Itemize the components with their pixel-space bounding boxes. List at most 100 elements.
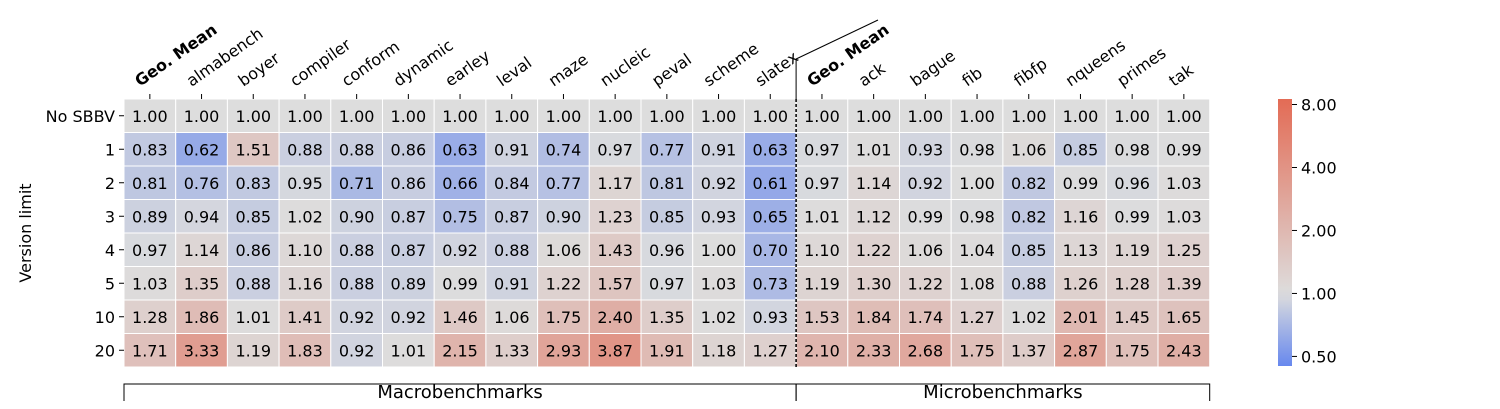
heatmap-cell (899, 299, 952, 334)
heatmap-cell (382, 333, 435, 368)
heatmap-cell (1002, 199, 1056, 234)
heatmap-cell (1002, 232, 1056, 267)
cell-value-label: 1.00 (1114, 107, 1150, 126)
cell-value-label: 1.00 (235, 107, 271, 126)
heatmap-cell (899, 98, 952, 133)
cell-value-label: 0.88 (287, 140, 323, 159)
cell-value-label: 1.00 (1166, 107, 1202, 126)
heatmap-cell (1054, 232, 1107, 267)
heatmap-cell (1157, 232, 1211, 267)
cell-value-label: 1.00 (287, 107, 323, 126)
cell-value-label: 1.14 (184, 241, 220, 260)
heatmap-cell (382, 165, 435, 200)
cell-value-label: 1.01 (235, 308, 271, 327)
heatmap-cell (123, 199, 177, 234)
cell-value-label: 1.35 (184, 274, 220, 293)
heatmap-cell (692, 299, 745, 334)
column-label: ack (855, 58, 889, 90)
cell-value-label: 0.91 (701, 140, 737, 159)
heatmap-cell (795, 165, 849, 200)
cell-value-label: 0.71 (339, 174, 375, 193)
heatmap-cell (485, 165, 539, 200)
cell-value-label: 1.91 (649, 341, 685, 360)
heatmap-cell (588, 132, 642, 167)
cell-value-label: 2.68 (908, 341, 944, 360)
cell-value-label: 0.73 (752, 274, 788, 293)
cell-value-label: 1.57 (597, 274, 633, 293)
cell-value-label: 0.87 (391, 207, 427, 226)
heatmap-cell (640, 165, 694, 200)
heatmap-cell (743, 299, 797, 334)
heatmap-cell (278, 232, 332, 267)
heatmap-cell (1002, 98, 1056, 133)
cell-value-label: 1.00 (339, 107, 375, 126)
cell-value-label: 1.00 (649, 107, 685, 126)
cell-value-label: 0.99 (1114, 207, 1150, 226)
heatmap-cell (433, 266, 487, 301)
cell-value-label: 1.01 (856, 140, 892, 159)
heatmap-cell (847, 333, 900, 368)
row-label: 3 (105, 207, 115, 226)
heatmap-cell (382, 199, 435, 234)
cell-value-label: 1.18 (701, 341, 737, 360)
cell-value-label: 1.03 (1166, 207, 1202, 226)
column-label: bague (907, 46, 959, 90)
row-labels: No SBBV 1 2 3 4 5 10 20 (46, 107, 124, 360)
cell-value-label: 1.00 (701, 107, 737, 126)
heatmap-cell (847, 266, 900, 301)
cell-value-label: 0.92 (701, 174, 737, 193)
heatmap-cell (226, 333, 280, 368)
cell-value-label: 1.26 (1063, 274, 1099, 293)
heatmap-cell (278, 333, 332, 368)
cell-value-label: 0.97 (597, 140, 633, 159)
cell-value-label: 0.92 (391, 308, 427, 327)
cell-value-label: 0.88 (339, 140, 375, 159)
heatmap-cell (1054, 132, 1107, 167)
cell-value-label: 1.43 (597, 241, 633, 260)
colorbar-tick-label: 2.00 (1301, 221, 1337, 240)
cell-value-label: 0.97 (649, 274, 685, 293)
cell-value-label: 0.99 (1063, 174, 1099, 193)
heatmap-cell (1157, 266, 1211, 301)
cell-value-label: 0.99 (1166, 140, 1202, 159)
heatmap-cell (537, 165, 590, 200)
cell-value-label: 1.75 (546, 308, 582, 327)
cell-value-label: 0.85 (649, 207, 685, 226)
column-label: peval (648, 50, 695, 91)
heatmap-cell (330, 165, 383, 200)
row-label: 20 (95, 341, 115, 360)
cell-value-label: 0.62 (184, 140, 220, 159)
cell-value-label: 2.10 (804, 341, 840, 360)
colorbar-tick-label: 8.00 (1301, 96, 1337, 115)
cell-value-label: 0.95 (287, 174, 323, 193)
heatmap-cell (950, 98, 1004, 133)
heatmap-cell (743, 266, 797, 301)
heatmap-cell (588, 333, 642, 368)
cell-value-label: 2.43 (1166, 341, 1202, 360)
heatmap-cell (1054, 98, 1107, 133)
heatmap-cell (1054, 333, 1107, 368)
cell-value-label: 1.86 (184, 308, 220, 327)
row-label: No SBBV (46, 107, 115, 126)
cell-value-label: 1.02 (287, 207, 323, 226)
heatmap-cell (899, 333, 952, 368)
heatmap-cell (123, 132, 177, 167)
heatmap-cell (330, 232, 383, 267)
heatmap-cells: 1.00 1.00 1.00 1.00 1.00 1.00 1.00 1.00 1.00 1.00… (123, 98, 1211, 368)
column-label: fib (958, 63, 985, 90)
heatmap-cell (795, 232, 849, 267)
heatmap-cell (382, 98, 435, 133)
cell-value-label: 0.92 (339, 341, 375, 360)
cell-value-label: 1.71 (132, 341, 168, 360)
cell-value-label: 0.76 (184, 174, 220, 193)
heatmap-cell (847, 199, 900, 234)
y-axis-label: Version limit (16, 183, 35, 282)
cell-value-label: 2.87 (1063, 341, 1099, 360)
heatmap-cell (1157, 333, 1211, 368)
cell-value-label: 1.00 (546, 107, 582, 126)
cell-value-label: 1.19 (235, 341, 271, 360)
heatmap-cell (692, 199, 745, 234)
column-label: maze (545, 50, 592, 91)
cell-value-label: 0.85 (1063, 140, 1099, 159)
